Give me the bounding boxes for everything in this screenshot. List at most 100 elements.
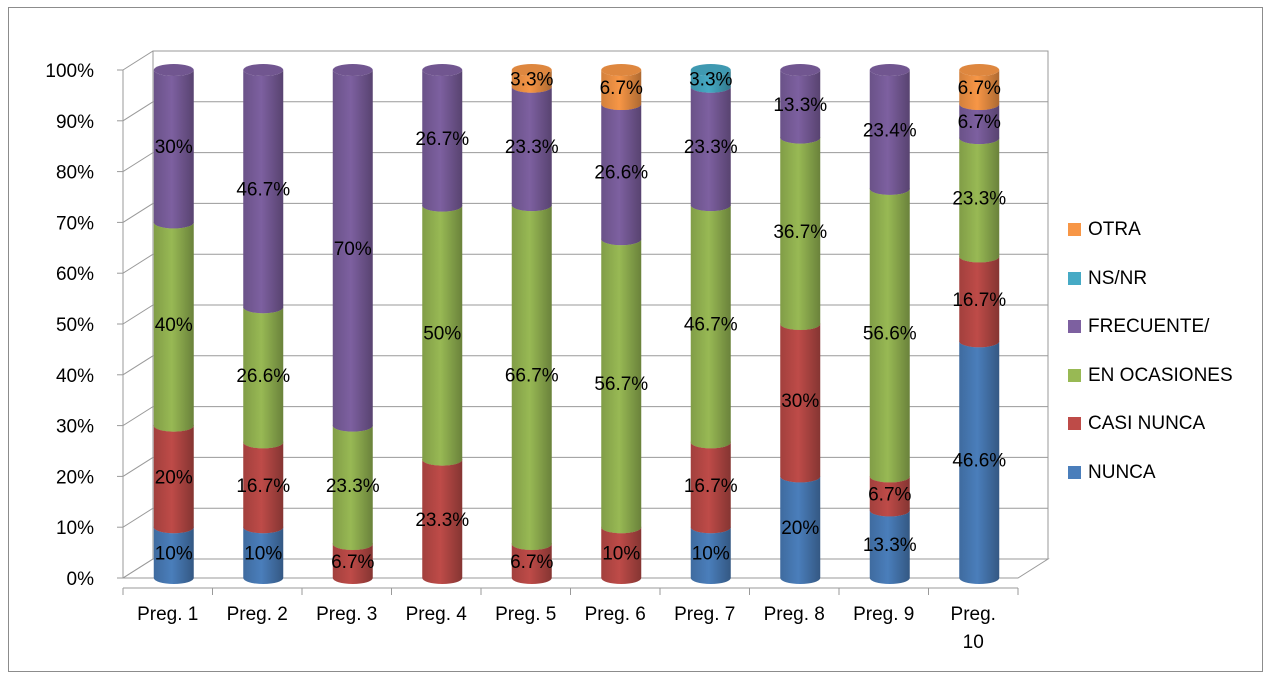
data-label: 46.7% [684,315,738,336]
data-label: 30% [155,137,193,158]
data-label: 10% [244,544,282,565]
legend-swatch [1068,223,1081,236]
data-label: 26.7% [415,129,469,150]
legend-swatch [1068,271,1081,285]
data-label: 23.3% [326,476,380,497]
x-tick-label: Preg. 9 [853,604,914,625]
x-tick-label: 10 [963,632,984,653]
gridline [122,253,1048,274]
legend-swatch [1068,465,1081,479]
data-label: 6.7% [958,78,1001,99]
x-tick-label: Preg. 2 [227,604,288,625]
x-tick-label: Preg. 6 [585,604,646,625]
data-label: 3.3% [689,69,732,90]
bar-segment-frecuente [332,64,373,432]
data-label: 6.7% [868,484,911,505]
data-label: 23.3% [952,188,1006,209]
x-tick-label: Preg. 1 [137,604,198,625]
data-label: 16.7% [236,476,290,497]
gridline [122,456,1048,477]
legend-item: NUNCA [1068,461,1268,485]
gridline [122,558,1048,579]
data-label: 20% [781,518,819,539]
data-label: 26.6% [236,366,290,387]
data-label: 6.7% [331,552,374,573]
bar-top-cap [332,64,373,76]
legend-item: OTRA [1068,218,1268,242]
data-label: 26.6% [594,163,648,184]
gridline [122,152,1048,173]
data-label: 3.3% [510,69,553,90]
data-label: 13.3% [773,95,827,116]
data-label: 6.7% [958,112,1001,133]
legend-label: EN OCASIONES [1088,364,1233,386]
legend-item: CASI NUNCA [1068,412,1268,436]
data-label: 10% [692,544,730,565]
x-axis-ticks: Preg. 1 Preg. 2 Preg. 3 Preg. 4 Preg. 5 Preg.… [122,587,1019,653]
gridline [122,50,1048,71]
data-label: 6.7% [510,552,553,573]
x-tick-label: Preg. 7 [674,604,735,625]
data-label: 30% [781,391,819,412]
bar-segment-otra [959,64,1000,111]
data-label: 46.7% [236,180,290,201]
data-label: 10% [155,544,193,565]
y-tick-label: 50% [56,315,94,336]
bar-top-cap [780,64,821,76]
y-tick-label: 10% [56,518,94,539]
bar-top-cap [422,64,463,76]
data-label: 23.3% [415,510,469,531]
bar-top-cap [243,64,284,76]
y-axis-ticks: 0% 10% 20% 30% 40% 50% 60% 70% 80% 90% 100% [45,61,94,590]
data-label: 13.3% [863,535,917,556]
bar-segment-ns-nr [690,64,731,93]
y-tick-label: 90% [56,112,94,133]
data-label: 66.7% [505,366,559,387]
x-tick-label: Preg. [951,604,996,625]
data-label: 16.7% [952,290,1006,311]
data-label: 50% [423,324,461,345]
data-label: 56.7% [594,374,648,395]
bar-top-cap [153,64,194,76]
chart-gridlines [117,50,1048,579]
legend-swatch [1068,417,1081,430]
y-tick-label: 70% [56,213,94,234]
data-label: 40% [155,315,193,336]
y-tick-label: 40% [56,366,94,387]
y-tick-label: 80% [56,163,94,184]
legend-label: CASI NUNCA [1088,413,1206,434]
bar-top-cap [959,64,1000,76]
legend-label: FRECUENTE/ [1088,316,1210,337]
x-tick-label: Preg. 3 [316,604,377,625]
y-tick-label: 0% [67,569,95,590]
y-tick-label: 30% [56,417,94,438]
x-tick-label: Preg. 8 [764,604,825,625]
legend-label: NS/NR [1088,267,1148,289]
legend-item: EN OCASIONES [1068,364,1268,388]
data-label: 46.6% [952,451,1006,472]
bar-segment-frecuente [780,64,821,144]
gridline [122,507,1048,528]
gridline [122,202,1048,223]
legend-label: OTRA [1088,219,1141,240]
gridline [122,355,1048,376]
chart-bars [153,64,1000,584]
legend-swatch [1068,320,1081,333]
data-label: 16.7% [684,476,738,497]
data-label: 70% [334,239,372,260]
data-label: 36.7% [773,222,827,243]
x-tick-label: Preg. 4 [406,604,468,625]
bar-segment-frecuente [422,64,463,212]
bar-top-cap [511,64,552,76]
bar-top-cap [690,64,731,76]
bar-top-cap [869,64,910,76]
data-label: 10% [602,544,640,565]
data-label: 23.4% [863,120,917,141]
bar-segment-frecuente [243,64,284,314]
bar-segment-frecuente [869,64,910,195]
gridline [122,406,1048,427]
y-tick-label: 20% [56,467,94,488]
bar-segment-otra [601,64,642,111]
y-tick-label: 100% [45,61,94,82]
